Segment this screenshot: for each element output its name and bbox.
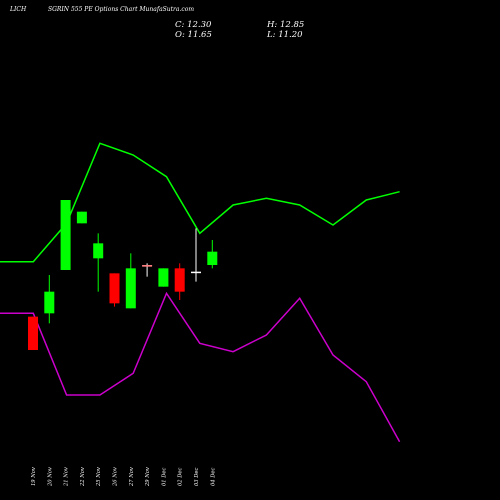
candle-25-nov — [93, 233, 104, 292]
candle-03-dec — [191, 228, 201, 282]
x-tick-label: 21 Nov — [64, 467, 70, 487]
chart-title: SGRIN 555 PE Options Chart MunafaSutra.c… — [48, 6, 194, 13]
x-tick-label: 27 Nov — [129, 467, 135, 487]
x-tick-label: 01 Dec — [161, 468, 167, 486]
x-tick-label: 22 Nov — [80, 467, 86, 487]
candle-21-nov — [60, 200, 71, 270]
x-tick-label: 03 Dec — [194, 468, 200, 486]
candle-19-nov — [28, 316, 38, 350]
candle-body — [174, 268, 185, 292]
x-tick-label: 02 Dec — [178, 468, 184, 486]
overlay-lines — [0, 142, 401, 443]
x-tick-label: 25 Nov — [96, 467, 102, 487]
candle-body — [191, 271, 201, 274]
x-tick-label: 04 Dec — [210, 468, 216, 486]
candle-02-dec — [174, 263, 185, 300]
candle-body — [76, 211, 87, 224]
candle-27-nov — [125, 253, 136, 309]
candle-body — [60, 200, 71, 270]
candle-body — [207, 251, 218, 265]
candle-20-nov — [44, 275, 55, 324]
x-tick-label: 20 Nov — [47, 467, 53, 487]
upper-line — [0, 142, 400, 263]
candle-22-nov — [76, 211, 87, 224]
high-value: H: 12.85 — [266, 20, 304, 30]
candle-body — [125, 268, 136, 309]
x-tick-label: 19 Nov — [31, 467, 37, 486]
open-value: O: 11.65 — [175, 30, 212, 40]
candles — [28, 200, 218, 350]
candle-04-dec — [207, 240, 218, 269]
candle-26-nov — [109, 273, 120, 307]
candle-body — [44, 291, 55, 314]
close-value: C: 12.30 — [175, 20, 212, 30]
candle-body — [142, 265, 153, 267]
candle-body — [93, 243, 104, 259]
symbol-label: LICH — [9, 6, 27, 13]
candle-01-dec — [158, 268, 169, 287]
low-value: L: 11.20 — [266, 30, 303, 40]
lower-line — [0, 291, 401, 443]
candle-29-nov — [142, 263, 153, 277]
candle-body — [158, 268, 169, 287]
x-tick-label: 29 Nov — [145, 467, 151, 487]
x-tick-label: 26 Nov — [113, 467, 119, 487]
candle-body — [28, 316, 38, 350]
candle-body — [109, 273, 120, 304]
x-axis: 19 Nov 20 Nov 21 Nov 22 Nov 25 Nov 26 Nov 27 N… — [31, 467, 216, 487]
